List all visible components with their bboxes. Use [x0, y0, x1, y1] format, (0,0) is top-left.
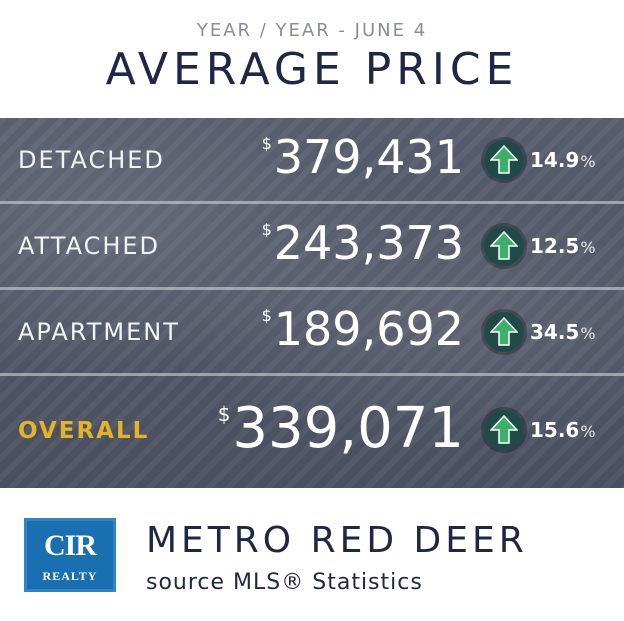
percent-sign: %: [580, 238, 596, 257]
percent-sign: %: [580, 324, 596, 343]
header: YEAR / YEAR - JUNE 4 AVERAGE PRICE: [0, 0, 624, 118]
average-price: $339,071: [218, 396, 464, 461]
currency-symbol: $: [217, 402, 231, 426]
currency-symbol: $: [261, 220, 272, 239]
price-row-attached: ATTACHED $243,373 12.5%: [0, 204, 624, 288]
up-arrow-icon: [484, 140, 524, 180]
price-row-detached: DETACHED $379,431 14.9%: [0, 118, 624, 202]
cir-realty-logo: CIR REALTY: [24, 518, 116, 592]
page-title: AVERAGE PRICE: [105, 44, 519, 95]
price-row-apartment: APARTMENT $189,692 34.5%: [0, 290, 624, 374]
currency-symbol: $: [261, 306, 272, 325]
percent-change: 34.5%: [530, 320, 596, 344]
row-divider: [0, 201, 624, 204]
logo-mark: CIR: [43, 529, 97, 562]
region-title: METRO RED DEER: [146, 520, 528, 561]
average-price: $243,373: [262, 216, 464, 270]
category-label: ATTACHED: [18, 232, 161, 260]
price-value: 379,431: [273, 130, 464, 184]
category-label: DETACHED: [18, 146, 165, 174]
price-value: 339,071: [232, 396, 464, 461]
average-price: $379,431: [262, 130, 464, 184]
percent-change: 12.5%: [530, 234, 596, 258]
change-value: 12.5: [530, 234, 580, 258]
percent-change: 15.6%: [530, 418, 596, 442]
average-price: $189,692: [262, 302, 464, 356]
row-divider: [0, 287, 624, 290]
currency-symbol: $: [261, 134, 272, 153]
price-row-overall: OVERALL $339,071 15.6%: [0, 376, 624, 488]
change-value: 14.9: [530, 148, 580, 172]
row-divider: [0, 373, 624, 376]
percent-sign: %: [580, 152, 596, 171]
price-panel: DETACHED $379,431 14.9% ATTACHED $243,37…: [0, 118, 624, 488]
source-note: source MLS® Statistics: [146, 570, 423, 595]
up-arrow-icon: [484, 312, 524, 352]
price-value: 243,373: [273, 216, 464, 270]
category-label: OVERALL: [18, 418, 150, 444]
change-value: 34.5: [530, 320, 580, 344]
percent-change: 14.9%: [530, 148, 596, 172]
period-subtitle: YEAR / YEAR - JUNE 4: [196, 20, 428, 41]
percent-sign: %: [580, 422, 596, 441]
change-value: 15.6: [530, 418, 580, 442]
footer: CIR REALTY METRO RED DEER source MLS® St…: [0, 488, 624, 621]
price-value: 189,692: [273, 302, 464, 356]
up-arrow-icon: [484, 410, 524, 450]
category-label: APARTMENT: [18, 318, 180, 346]
up-arrow-icon: [484, 226, 524, 266]
logo-wordmark: REALTY: [42, 569, 98, 583]
